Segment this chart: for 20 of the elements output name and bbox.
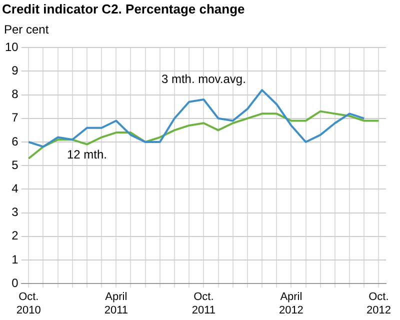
x-tick-label: April 2012: [278, 291, 304, 316]
chart-title: Credit indicator C2. Percentage change: [2, 1, 245, 16]
y-tick-label: 7: [12, 110, 19, 125]
y-tick-label: 3: [12, 205, 19, 220]
x-tick-label: April 2011: [104, 291, 128, 316]
y-tick-label: 1: [12, 252, 19, 266]
y-tick-label: 8: [12, 87, 19, 102]
x-tick-label: Oct. 2010: [16, 291, 41, 316]
series-label: 12 mth.: [66, 148, 107, 162]
y-tick-label: 5: [12, 158, 19, 172]
y-tick-label: 9: [12, 64, 19, 78]
y-tick-label: 4: [12, 182, 19, 196]
y-tick-label: 10: [4, 40, 19, 54]
y-axis-title: Per cent: [4, 22, 50, 37]
x-tick-label: Oct. 2012: [366, 291, 391, 316]
y-tick-label: 2: [12, 228, 19, 243]
series-label: 3 mth. mov.avg.: [161, 72, 246, 86]
y-tick-label: 0: [12, 276, 19, 290]
x-tick-label: Oct. 2011: [192, 291, 216, 316]
y-tick-label: 6: [12, 134, 19, 148]
